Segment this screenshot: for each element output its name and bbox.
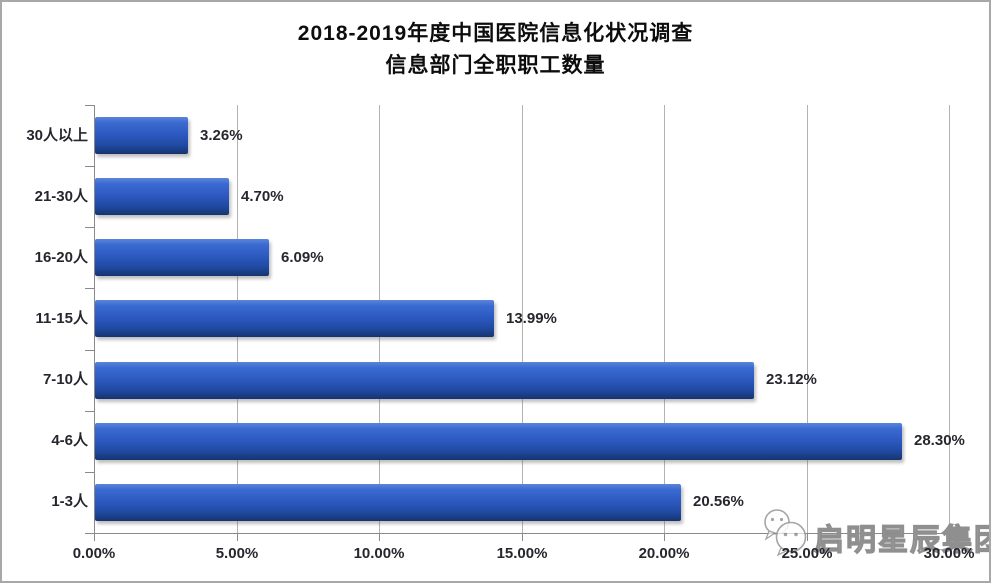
bar-value-label: 6.09% [281,249,324,266]
watermark: 启明星辰集团 [760,507,991,559]
category-label: 4-6人 [51,432,88,449]
bar-value-label: 3.26% [200,127,243,144]
x-axis-tick-label: 5.00% [215,545,259,562]
y-axis-tick [85,411,94,412]
x-axis-tick-label: 20.00% [638,545,690,562]
x-axis-line [94,533,950,534]
bar-4-6人 [95,423,902,460]
chart-title: 2018-2019年度中国医院信息化状况调查 信息部门全职职工数量 [2,18,989,82]
chart-title-line1: 2018-2019年度中国医院信息化状况调查 [297,22,694,45]
x-axis-tick-label: 15.00% [496,545,548,562]
x-axis-tick-label: 0.00% [72,545,116,562]
category-label: 21-30人 [34,188,88,205]
y-axis-tick [85,166,94,167]
category-label: 1-3人 [51,493,88,510]
x-axis-tick [664,534,665,541]
wechat-icon [764,509,807,557]
x-axis-tick-label: 10.00% [353,545,405,562]
bar-value-label: 23.12% [766,371,817,388]
x-axis-tick [522,534,523,541]
gridline [664,105,665,533]
bar-value-label: 28.30% [914,432,965,449]
bar-value-label: 4.70% [241,188,284,205]
chart-title-line2: 信息部门全职职工数量 [385,54,606,77]
bar-7-10人 [95,362,754,399]
x-axis-tick [379,534,380,541]
y-axis-tick [85,227,94,228]
gridline [807,105,808,533]
category-label: 11-15人 [35,310,88,327]
category-label: 30人以上 [26,127,88,144]
bar-value-label: 20.56% [693,493,744,510]
x-axis-tick [94,534,95,541]
bar-21-30人 [95,178,229,215]
x-axis-tick [949,534,950,541]
gridline [522,105,523,533]
gridline [949,105,950,533]
category-label: 7-10人 [42,371,88,388]
bar-11-15人 [95,300,494,337]
category-label: 16-20人 [34,249,88,266]
y-axis-tick [85,350,94,351]
x-axis-tick-label: 25.00% [781,545,833,562]
x-axis-tick-label: 30.00% [923,545,975,562]
x-axis-tick [237,534,238,541]
bar-1-3人 [95,484,681,521]
y-axis-tick [85,105,94,106]
y-axis-tick [85,288,94,289]
bar-30人以上 [95,117,188,154]
x-axis-tick [807,534,808,541]
bar-16-20人 [95,239,269,276]
y-axis-tick [85,472,94,473]
y-axis-line [94,105,95,534]
watermark-text: 启明星辰集团 [813,523,991,557]
y-axis-tick [85,533,94,534]
bar-value-label: 13.99% [506,310,557,327]
plot-area: 3.26% 4.70% 6.09% 13.99% 23.12% 28.30% 20.56% [94,105,965,533]
